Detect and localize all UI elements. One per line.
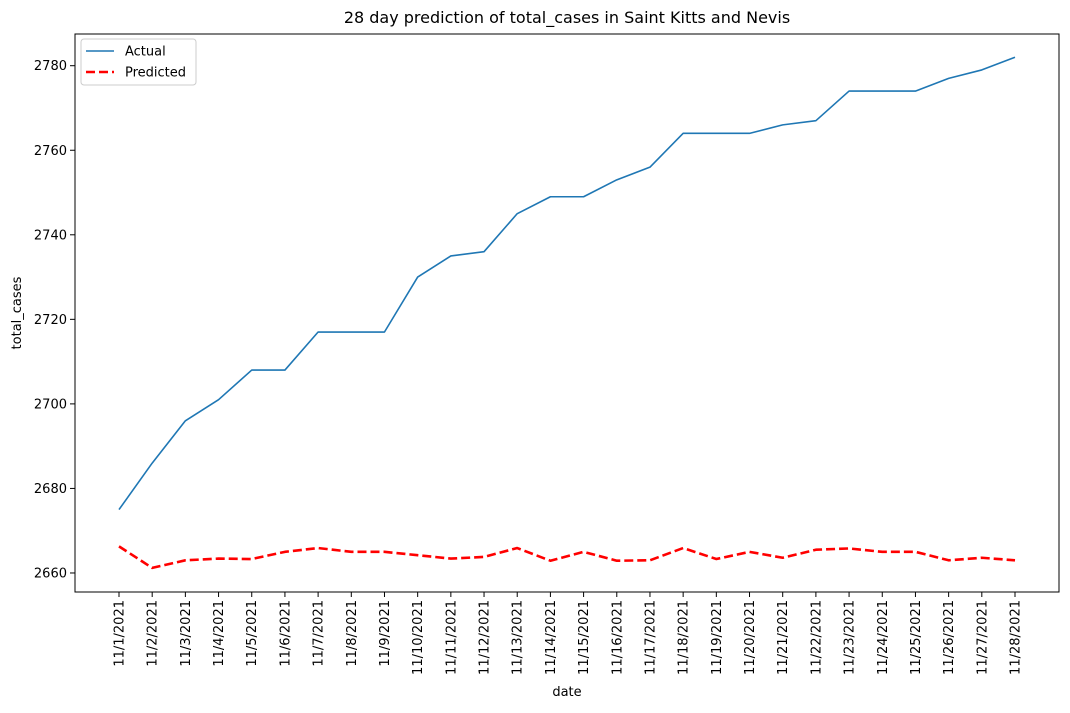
x-tick-label: 11/14/2021 — [544, 600, 559, 675]
y-tick-label: 2760 — [34, 144, 67, 159]
x-tick-label: 11/4/2021 — [212, 600, 227, 667]
x-tick-label: 11/20/2021 — [743, 600, 758, 675]
x-tick-label: 11/27/2021 — [975, 600, 990, 675]
x-axis-title: date — [552, 685, 581, 700]
x-tick-label: 11/17/2021 — [643, 600, 658, 675]
x-tick-label: 11/15/2021 — [577, 600, 592, 675]
legend-label-actual: Actual — [125, 45, 166, 60]
y-tick-label: 2720 — [34, 313, 67, 328]
axes: 2660 2680 2700 2720 2740 2760 2780 11/1/2021 11/… — [34, 34, 1059, 675]
x-tick-label: 11/26/2021 — [942, 600, 957, 675]
x-tick-label: 11/1/2021 — [113, 600, 128, 667]
y-tick-label: 2780 — [34, 59, 67, 74]
x-tick-label: 11/24/2021 — [876, 600, 891, 675]
x-tick-label: 11/3/2021 — [179, 600, 194, 667]
x-tick-label: 11/13/2021 — [511, 600, 526, 675]
series-line-predicted — [119, 546, 1015, 568]
x-tick-label: 11/9/2021 — [378, 600, 393, 667]
x-tick-label: 11/23/2021 — [843, 600, 858, 675]
x-tick-label: 11/2/2021 — [146, 600, 161, 667]
x-tick-label: 11/16/2021 — [610, 600, 625, 675]
y-tick-label: 2740 — [34, 228, 67, 243]
y-tick-label: 2680 — [34, 482, 67, 497]
x-tick-label: 11/7/2021 — [312, 600, 327, 667]
x-tick-label: 11/19/2021 — [710, 600, 725, 675]
x-tick-label: 11/22/2021 — [809, 600, 824, 675]
x-tick-label: 11/6/2021 — [278, 600, 293, 667]
x-tick-label: 11/25/2021 — [909, 600, 924, 675]
x-tick-label: 11/8/2021 — [345, 600, 360, 667]
x-tick-label: 11/10/2021 — [411, 600, 426, 675]
y-axis-title: total_cases — [10, 276, 25, 349]
y-tick-label: 2660 — [34, 566, 67, 581]
legend: Actual Predicted — [81, 39, 196, 85]
chart-title: 28 day prediction of total_cases in Sain… — [344, 8, 790, 28]
x-tick-label: 11/28/2021 — [1009, 600, 1024, 675]
x-tick-label: 11/5/2021 — [245, 600, 260, 667]
x-tick-label: 11/12/2021 — [478, 600, 493, 675]
legend-label-predicted: Predicted — [125, 66, 186, 81]
axes-frame — [75, 34, 1059, 592]
y-tick-label: 2700 — [34, 397, 67, 412]
x-tick-label: 11/11/2021 — [444, 600, 459, 675]
series-line-actual — [119, 57, 1015, 509]
plot-area — [119, 57, 1015, 568]
x-tick-label: 11/18/2021 — [677, 600, 692, 675]
x-tick-label: 11/21/2021 — [776, 600, 791, 675]
